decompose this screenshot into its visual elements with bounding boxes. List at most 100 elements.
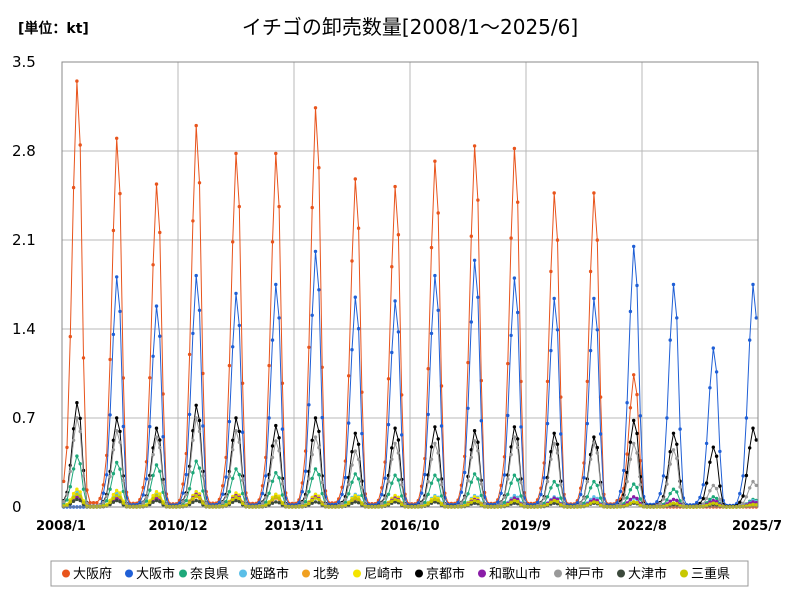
- data-point: [698, 495, 702, 500]
- legend-label: 神戸市: [565, 566, 604, 582]
- data-point: [194, 498, 198, 503]
- data-point: [512, 498, 517, 503]
- data-point: [516, 499, 520, 504]
- legend-item: 大津市: [617, 566, 667, 582]
- data-point: [592, 296, 596, 301]
- data-point: [592, 500, 596, 504]
- data-point: [280, 427, 285, 431]
- data-point: [436, 211, 440, 215]
- data-point: [555, 499, 560, 504]
- data-point: [310, 501, 314, 505]
- unit-label: [単位：kt]: [18, 20, 89, 37]
- data-point: [320, 502, 324, 506]
- data-point: [463, 500, 467, 505]
- data-point: [383, 476, 387, 480]
- data-point: [75, 492, 79, 496]
- data-point: [105, 503, 109, 508]
- data-point: [191, 471, 195, 475]
- data-point: [519, 425, 523, 429]
- data-point: [244, 502, 248, 506]
- data-point: [204, 501, 208, 506]
- data-point: [264, 496, 268, 500]
- data-point: [545, 495, 550, 499]
- data-point: [429, 499, 434, 503]
- data-point: [303, 469, 308, 473]
- data-point: [108, 357, 112, 362]
- legend-marker: [554, 569, 562, 578]
- data-point: [638, 497, 642, 501]
- data-point: [277, 449, 281, 453]
- data-point: [545, 379, 550, 384]
- data-point: [313, 106, 318, 110]
- data-point: [472, 439, 477, 443]
- data-point: [356, 442, 361, 446]
- legend-marker: [125, 569, 133, 578]
- data-point: [118, 429, 122, 434]
- plot-frame: [61, 61, 759, 508]
- data-point: [545, 421, 550, 426]
- data-point: [671, 448, 676, 452]
- data-point: [158, 445, 162, 450]
- y-tick-label: 0: [12, 498, 22, 516]
- data-point: [476, 295, 480, 299]
- x-tick-label: 2016/10: [380, 519, 439, 534]
- data-point: [111, 471, 116, 476]
- data-point: [748, 503, 752, 507]
- data-point: [118, 491, 122, 495]
- data-point: [635, 451, 639, 455]
- data-point: [307, 501, 311, 506]
- data-point: [231, 497, 235, 502]
- data-point: [270, 479, 275, 483]
- data-point: [201, 489, 205, 493]
- data-point: [472, 429, 477, 433]
- data-point: [595, 328, 599, 332]
- data-point: [479, 503, 483, 507]
- data-point: [429, 245, 434, 250]
- data-point: [512, 146, 517, 151]
- data-point: [419, 501, 424, 505]
- data-point: [549, 348, 553, 353]
- data-point: [678, 427, 682, 431]
- data-point: [350, 463, 354, 467]
- data-point: [300, 490, 304, 494]
- data-point: [317, 501, 321, 505]
- data-point: [549, 269, 553, 274]
- x-tick-label: 2008/1: [36, 519, 86, 534]
- data-point: [121, 489, 126, 494]
- data-point: [502, 473, 507, 477]
- data-point: [598, 496, 603, 500]
- data-point: [78, 490, 82, 494]
- data-point: [148, 424, 152, 429]
- data-point: [506, 477, 510, 481]
- data-point: [280, 493, 285, 497]
- data-point: [383, 496, 387, 500]
- data-point: [678, 499, 682, 503]
- data-point: [390, 499, 394, 503]
- data-point: [588, 501, 593, 505]
- data-point: [115, 460, 119, 465]
- data-point: [224, 475, 228, 479]
- legend-marker: [617, 569, 625, 578]
- data-point: [396, 498, 401, 503]
- data-point: [194, 493, 198, 498]
- data-point: [433, 500, 437, 504]
- data-point: [277, 204, 281, 209]
- data-point: [744, 495, 749, 499]
- data-point: [187, 469, 192, 474]
- data-point: [303, 495, 308, 499]
- data-point: [234, 491, 238, 495]
- data-point: [234, 429, 238, 433]
- data-point: [704, 503, 709, 508]
- legend-item: 大阪府: [62, 567, 112, 582]
- data-point: [108, 500, 112, 505]
- data-point: [323, 502, 328, 506]
- data-point: [187, 487, 192, 491]
- data-point: [671, 282, 676, 287]
- data-point: [436, 498, 440, 503]
- data-point: [310, 476, 314, 481]
- data-point: [380, 501, 384, 505]
- data-point: [618, 501, 623, 505]
- data-point: [161, 501, 165, 505]
- data-point: [638, 503, 642, 507]
- data-point: [539, 501, 543, 505]
